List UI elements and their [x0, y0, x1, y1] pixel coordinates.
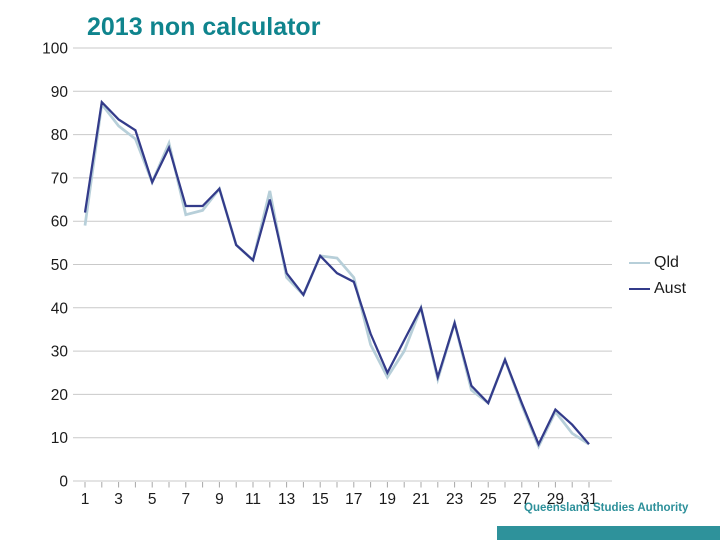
x-tick-label-9: 9	[215, 491, 224, 508]
y-tick-label-80: 80	[51, 127, 69, 144]
y-tick-label-0: 0	[59, 474, 68, 491]
qld-series-line	[83, 100, 590, 450]
y-tick-label-50: 50	[51, 257, 69, 274]
y-tick-label-100: 100	[42, 41, 68, 58]
x-tick-label-1: 1	[81, 491, 90, 508]
x-tick-label-31: 31	[580, 491, 597, 508]
chart-title: 2013 non calculator	[87, 13, 321, 41]
footer-org-name: Queensland Studies Authority	[524, 502, 689, 514]
chart-legend: Qld Aust	[629, 250, 686, 302]
x-tick-label-19: 19	[379, 491, 396, 508]
footer-accent-bar	[497, 526, 720, 540]
x-tick-label-25: 25	[480, 491, 497, 508]
x-tick-label-13: 13	[278, 491, 295, 508]
x-tick-label-3: 3	[114, 491, 123, 508]
qld-line-swatch-icon	[629, 262, 650, 264]
aust-series-line	[83, 99, 590, 447]
x-tick-label-15: 15	[312, 491, 329, 508]
y-tick-label-20: 20	[51, 387, 69, 404]
y-tick-label-30: 30	[51, 344, 69, 361]
x-axis-labels: 1 3 5 7 9 11 13 15 17 19 21 23 25 27 29 31	[81, 491, 598, 508]
x-tick-label-17: 17	[345, 491, 362, 508]
aust-line-swatch-icon	[629, 288, 650, 290]
x-tick-label-27: 27	[513, 491, 530, 508]
legend-item-aust: Aust	[629, 276, 686, 302]
y-tick-label-90: 90	[51, 84, 69, 101]
y-tick-label-60: 60	[51, 214, 69, 231]
legend-label-aust: Aust	[654, 280, 687, 297]
x-tick-label-11: 11	[245, 491, 261, 508]
x-tick-label-23: 23	[446, 491, 463, 508]
legend-label-qld: Qld	[654, 254, 679, 271]
x-tick-label-29: 29	[547, 491, 564, 508]
x-ticks	[84, 482, 590, 488]
y-tick-label-40: 40	[51, 300, 69, 317]
legend-item-qld: Qld	[629, 250, 686, 276]
x-tick-label-5: 5	[148, 491, 157, 508]
y-tick-label-70: 70	[51, 170, 69, 187]
y-tick-label-10: 10	[51, 430, 69, 447]
x-tick-label-21: 21	[412, 491, 429, 508]
x-tick-label-7: 7	[181, 491, 190, 508]
y-axis-labels: 0 10 20 30 40 50 60 70 80 90 100	[42, 41, 68, 491]
